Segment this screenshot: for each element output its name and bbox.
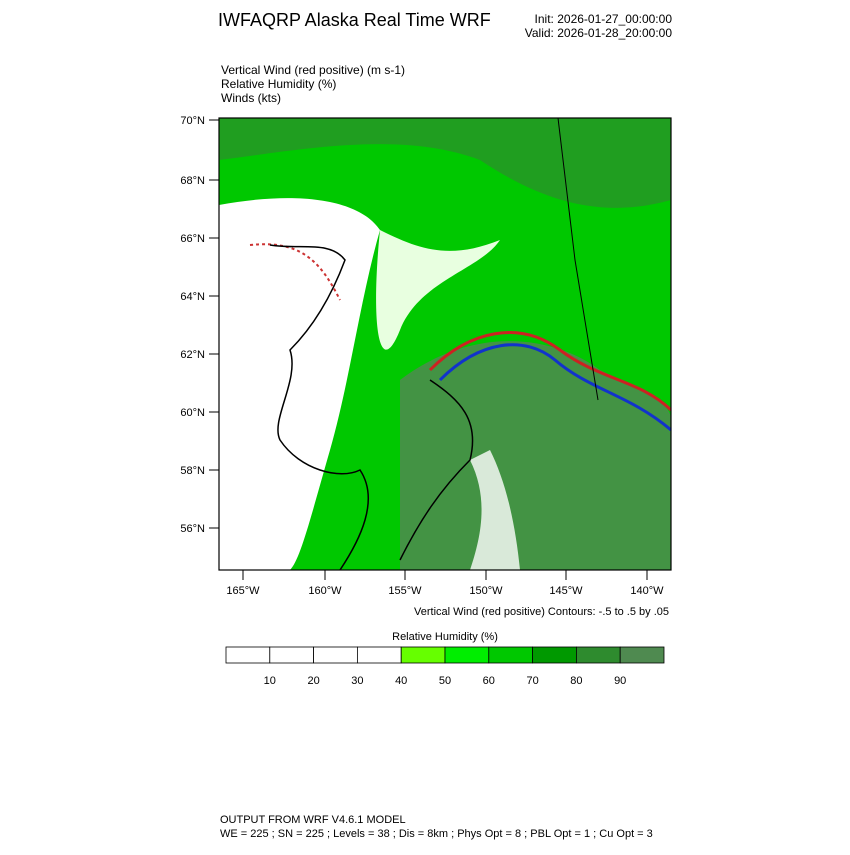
colorbar-box xyxy=(225,646,271,664)
dry-region xyxy=(470,450,520,570)
lat-label: 58°N xyxy=(180,465,205,477)
lon-label: 165°W xyxy=(226,585,260,597)
colorbar-box xyxy=(619,646,665,664)
dry-region xyxy=(376,230,500,350)
map-frame xyxy=(218,117,672,571)
vertical-wind-contour xyxy=(438,343,671,432)
field-label: Vertical Wind (red positive) (m s-1) xyxy=(221,63,405,77)
colorbar-box xyxy=(444,646,490,664)
field-label: Relative Humidity (%) xyxy=(221,77,336,91)
lon-label: 155°W xyxy=(388,585,422,597)
colorbar-box xyxy=(356,646,402,664)
field-label: Winds (kts) xyxy=(221,91,281,105)
map xyxy=(218,117,672,571)
border xyxy=(557,118,599,401)
lat-label: 64°N xyxy=(180,291,205,303)
lat-label: 68°N xyxy=(180,175,205,187)
colorbar-box xyxy=(532,646,577,664)
colorbar-box xyxy=(269,646,314,664)
contour-caption: Vertical Wind (red positive) Contours: -… xyxy=(414,606,669,618)
lon-label: 145°W xyxy=(549,585,583,597)
colorbar-box xyxy=(488,646,533,664)
colorbar-label: 90 xyxy=(614,675,626,687)
moist-region xyxy=(219,118,671,208)
colorbar-label: 40 xyxy=(395,675,407,687)
lon-label: 150°W xyxy=(469,585,503,597)
init-time: Init: 2026-01-27_00:00:00 xyxy=(535,12,673,26)
colorbar-label: 60 xyxy=(483,675,495,687)
dry-region xyxy=(219,198,380,570)
colorbar-box xyxy=(576,646,621,664)
moist-region xyxy=(400,341,671,570)
valid-time: Valid: 2026-01-28_20:00:00 xyxy=(525,26,673,40)
lat-label: 60°N xyxy=(180,407,205,419)
lat-label: 70°N xyxy=(180,115,205,127)
lon-label: 140°W xyxy=(630,585,664,597)
lon-label: 160°W xyxy=(308,585,342,597)
lat-label: 56°N xyxy=(180,523,205,535)
colorbar-label: 20 xyxy=(307,675,319,687)
lat-label: 62°N xyxy=(180,349,205,361)
colorbar-label: 50 xyxy=(439,675,451,687)
coastline xyxy=(399,379,474,561)
footer-line: WE = 225 ; SN = 225 ; Levels = 38 ; Dis … xyxy=(220,828,653,840)
title: IWFAQRP Alaska Real Time WRF xyxy=(218,10,491,30)
colorbar-title: Relative Humidity (%) xyxy=(392,631,498,643)
colorbar-box xyxy=(400,646,446,664)
footer-line: OUTPUT FROM WRF V4.6.1 MODEL xyxy=(220,814,406,826)
colorbar-box xyxy=(313,646,358,664)
vertical-wind-contour xyxy=(428,331,671,412)
colorbar-label: 10 xyxy=(264,675,276,687)
lat-label: 66°N xyxy=(180,233,205,245)
colorbar-label: 30 xyxy=(351,675,363,687)
coastline xyxy=(269,244,369,570)
colorbar-label: 80 xyxy=(570,675,582,687)
colorbar-label: 70 xyxy=(526,675,538,687)
